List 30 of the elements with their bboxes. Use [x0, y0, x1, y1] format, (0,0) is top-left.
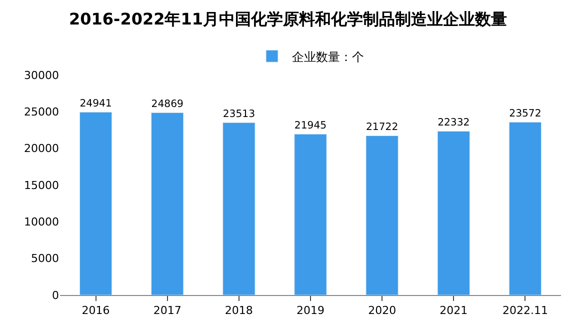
y-tick-label: 25000 — [24, 106, 59, 119]
bar — [79, 112, 112, 295]
bar — [294, 134, 327, 295]
bar — [222, 122, 256, 295]
x-tick-label: 2017 — [153, 304, 182, 318]
data-label: 21722 — [366, 122, 398, 133]
data-label: 22332 — [438, 117, 470, 128]
y-tick-label: 0 — [52, 288, 59, 302]
chart-title: 2016-2022年11月中国化学原料和化学制品制造业企业数量 — [69, 9, 507, 28]
x-tick-label: 2021 — [440, 304, 468, 318]
bar — [437, 130, 470, 295]
x-tick-label: 2018 — [224, 304, 253, 318]
x-tick-label: 2016 — [82, 304, 110, 318]
bar — [151, 112, 184, 295]
y-tick-label: 15000 — [24, 178, 59, 192]
data-label: 24941 — [80, 98, 112, 110]
y-tick-label: 10000 — [24, 216, 59, 229]
y-tick-label: 30000 — [24, 68, 59, 82]
x-tick-label: 2020 — [368, 304, 396, 318]
data-label: 24869 — [151, 98, 184, 110]
x-tick-label: 2019 — [296, 304, 324, 318]
y-tick-label: 5000 — [31, 252, 59, 266]
data-label: 23572 — [509, 108, 542, 120]
data-label: 21945 — [294, 120, 327, 132]
legend-label: 企业数量：个 — [292, 50, 364, 64]
bar — [508, 122, 542, 295]
y-tick-label: 20000 — [24, 142, 59, 156]
x-tick-label: 2022.11 — [502, 304, 548, 318]
data-label: 23513 — [222, 108, 256, 120]
bar — [366, 135, 398, 295]
